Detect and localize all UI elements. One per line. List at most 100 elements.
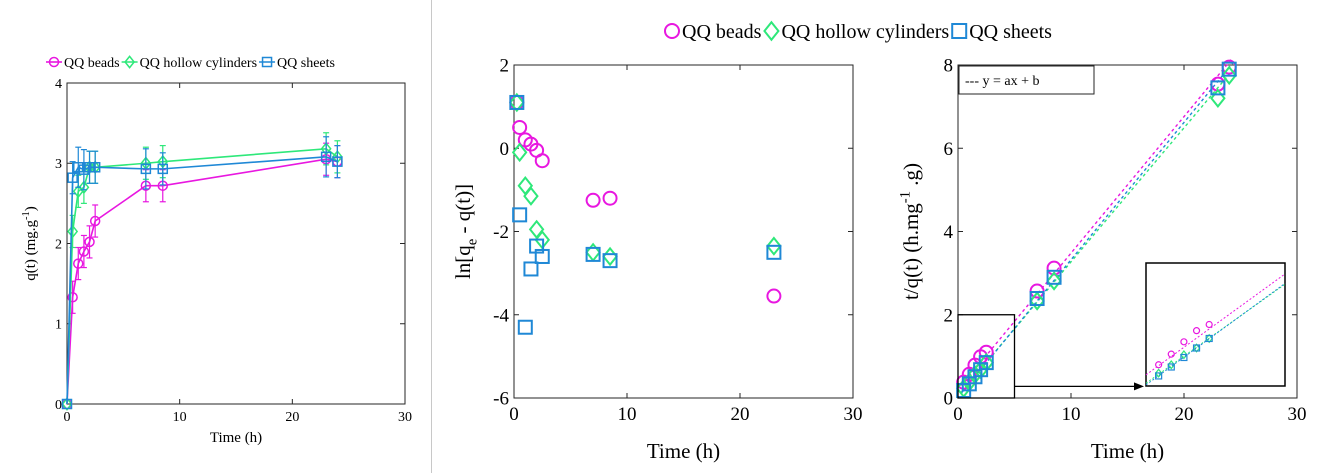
data-point [1046,271,1062,291]
inset-point [1155,372,1163,380]
series-line-1 [66,147,338,405]
inset-point [1167,363,1175,371]
x-tick-label: 10 [1062,404,1081,425]
legend: QQ beads QQ hollow cylinders QQ sheets [46,55,335,71]
inset-point [1180,338,1188,346]
data-point [67,172,78,183]
x-tick-label: 0 [64,410,71,425]
y-tick-label: 1 [55,318,62,333]
legend-marker [951,23,968,39]
legend-marker [664,23,680,39]
y-tick-label: 2 [500,56,510,77]
data-point [1029,291,1045,307]
y-axis-label: ln[qe - q(t)] [451,184,480,279]
data-point [517,175,534,196]
shared-legend: QQ beads QQ hollow cylinders QQ sheets [664,20,1052,43]
x-tick-label: 30 [398,410,412,425]
y-tick-label: 0 [55,398,62,413]
data-point [602,190,618,206]
inset-chart [1145,262,1286,387]
data-point [512,207,528,223]
data-point [534,153,550,169]
data-point [1210,88,1226,109]
left-chart: 0 10 20 30 0 1 2 3 4 Time (h) q(t) (mg.g-1) QQ bead… [21,55,412,446]
fit-line-1 [960,69,1234,393]
plot-frame [66,82,406,405]
x-tick-label: 20 [1175,404,1194,425]
legend-marker [261,56,273,68]
x-tick-label: 30 [844,404,863,425]
data-point [766,236,782,256]
y-tick-label: -2 [493,222,509,243]
data-point [528,219,545,240]
inset-point [1180,349,1188,360]
inset-point [1167,350,1175,358]
y-tick-label: 3 [55,157,62,172]
y-tick-label: -6 [493,389,509,410]
data-point [73,162,84,173]
data-point [1221,65,1237,86]
legend-label: QQ sheets [277,56,335,71]
data-point [84,236,95,248]
y-axis-label: t/q(t) (h.mg-1 .g) [898,163,923,300]
inset-fit-line [1145,273,1286,376]
data-point [320,151,332,163]
data-point [84,162,95,173]
data-point [585,192,601,208]
annotation-box [958,65,1095,95]
y-tick-label: 0 [500,139,510,160]
data-point [978,344,994,360]
x-tick-label: 20 [285,410,299,425]
data-point [517,319,533,335]
data-point [509,94,525,110]
data-point [1210,80,1226,96]
data-point [67,292,78,303]
data-point [602,253,618,269]
data-point [523,261,539,277]
data-point [1046,269,1062,285]
legend-marker [124,55,136,69]
data-point [585,242,601,263]
y-tick-label: -4 [493,305,509,326]
y-tick-label: 0 [944,389,954,410]
data-point [585,246,601,262]
data-point [509,92,525,113]
data-point [511,142,528,163]
x-tick-label: 0 [953,404,963,425]
series-line-2 [66,156,338,405]
data-point [766,288,782,304]
fit-annotation: --- y = ax + b [958,65,1095,95]
inset-point [1192,327,1201,335]
x-tick-label: 10 [618,404,637,425]
data-point [332,156,343,167]
inset-fit-line [1145,283,1286,386]
data-point [61,398,73,410]
data-point [1221,61,1237,77]
plot-frame [513,64,854,399]
data-point [766,244,782,260]
inset-point [1192,344,1201,352]
data-point [509,94,525,110]
fit-line-0 [960,57,1234,387]
data-point [1029,291,1045,311]
inset-point [1205,334,1213,343]
data-point [512,119,528,135]
data-point [978,355,994,371]
legend-label: QQ beads [64,56,120,71]
inset-point [1180,353,1188,362]
inset-point [1155,361,1163,369]
fit-line-2 [960,62,1234,394]
legend-label: QQ hollow cylinders [140,56,257,71]
data-point [67,224,79,239]
legend-label: QQ sheets [969,21,1052,43]
data-point [78,180,90,195]
inset-point [1154,368,1163,378]
y-tick-label: 8 [944,56,954,77]
x-tick-label: 30 [1288,404,1307,425]
y-tick-label: 2 [944,305,954,326]
inset-point [1205,320,1213,329]
middle-chart: 0 10 20 30 -6 -4 -2 0 2 Time (h) ln[qe - q(t)] [451,56,863,463]
x-axis-label: Time (h) [647,439,720,463]
y-tick-label: 2 [55,237,62,252]
